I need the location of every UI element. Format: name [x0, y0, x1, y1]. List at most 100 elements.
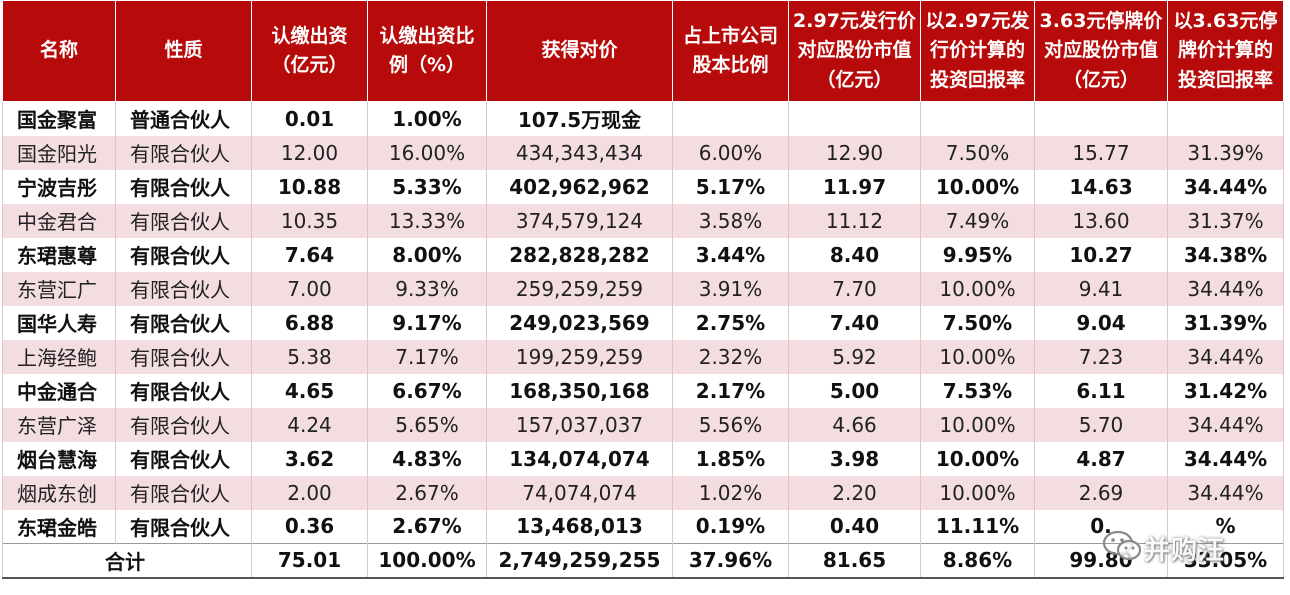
header-line: 牌价计算的 [1177, 39, 1273, 62]
cell-nature: 有限合伙人 [115, 339, 252, 374]
cell-subscribed-capital: 7.64 [251, 237, 368, 272]
cell-mv-363: 2.69 [1034, 475, 1168, 510]
cell-consideration: 249,023,569 [486, 305, 673, 340]
cell-mv-363: 5.70 [1034, 407, 1168, 442]
cell-subscribed-capital: 6.88 [251, 305, 368, 340]
cell-mv-297: 7.40 [788, 305, 921, 340]
cell-share-ratio: 3.91% [672, 271, 789, 306]
header-line: 投资回报率 [1177, 68, 1273, 91]
total-mv-297: 81.65 [788, 543, 921, 579]
cell-mv-363 [1034, 101, 1168, 136]
header-nature: 性质 [115, 0, 252, 102]
header-mv-363: 3.63元停牌价 对应股份市值 （亿元） [1034, 0, 1168, 102]
cell-nature: 普通合伙人 [115, 101, 252, 136]
cell-name: 东珺金皓 [2, 509, 116, 544]
cell-return-363: 34.44% [1167, 169, 1284, 204]
header-line: 对应股份市值 [1043, 39, 1158, 62]
cell-share-ratio: 3.58% [672, 203, 789, 238]
cell-nature: 有限合伙人 [115, 373, 252, 408]
cell-return-363: 31.39% [1167, 135, 1284, 170]
cell-subscribed-capital: 12.00 [251, 135, 368, 170]
table-body: 国金聚富 普通合伙人 0.01 1.00% 107.5万现金 国金阳光 有限合伙人 12.00… [2, 101, 1284, 579]
cell-subscribed-ratio: 4.83% [367, 441, 487, 476]
header-row: 名称 性质 认缴出资 （亿元） 认缴出资比 例（%） 获得对价 占上市公司 股本比例 2.97元发… [2, 0, 1284, 102]
cell-subscribed-capital: 0.01 [251, 101, 368, 136]
header-subscribed-capital: 认缴出资 （亿元） [251, 0, 368, 102]
cell-nature: 有限合伙人 [115, 135, 252, 170]
cell-return-363 [1167, 101, 1284, 136]
cell-subscribed-capital: 7.00 [251, 271, 368, 306]
header-line: 性质 [164, 39, 203, 62]
cell-nature: 有限合伙人 [115, 441, 252, 476]
header-line: 获得对价 [541, 39, 618, 62]
cell-consideration: 74,074,074 [486, 475, 673, 510]
cell-subscribed-ratio: 5.33% [367, 169, 487, 204]
cell-nature: 有限合伙人 [115, 509, 252, 544]
cell-subscribed-ratio: 1.00% [367, 101, 487, 136]
cell-subscribed-ratio: 9.17% [367, 305, 487, 340]
total-return-297: 8.86% [920, 543, 1035, 579]
cell-nature: 有限合伙人 [115, 237, 252, 272]
cell-mv-363: 0. [1034, 509, 1168, 544]
cell-mv-297: 2.20 [788, 475, 921, 510]
cell-subscribed-capital: 5.38 [251, 339, 368, 374]
cell-subscribed-capital: 10.88 [251, 169, 368, 204]
cell-consideration: 107.5万现金 [486, 101, 673, 136]
cell-share-ratio: 6.00% [672, 135, 789, 170]
cell-mv-297: 3.98 [788, 441, 921, 476]
table-row: 国金聚富 普通合伙人 0.01 1.00% 107.5万现金 [2, 101, 1284, 136]
cell-return-297: 9.95% [920, 237, 1035, 272]
cell-consideration: 402,962,962 [486, 169, 673, 204]
cell-nature: 有限合伙人 [115, 169, 252, 204]
header-line: 例（%） [388, 54, 466, 76]
cell-return-297 [920, 101, 1035, 136]
cell-mv-363: 14.63 [1034, 169, 1168, 204]
cell-return-363: 31.42% [1167, 373, 1284, 408]
total-label: 合计 [2, 543, 252, 579]
cell-consideration: 374,579,124 [486, 203, 673, 238]
cell-share-ratio: 3.44% [672, 237, 789, 272]
cell-name: 中金君合 [2, 203, 116, 238]
cell-mv-297: 0.40 [788, 509, 921, 544]
header-line: 认缴出资 [271, 24, 348, 47]
header-line: 投资回报率 [929, 68, 1025, 91]
header-subscribed-ratio: 认缴出资比 例（%） [367, 0, 487, 102]
cell-subscribed-ratio: 16.00% [367, 135, 487, 170]
table-row: 国华人寿 有限合伙人 6.88 9.17% 249,023,569 2.75% 7.40 7.… [2, 305, 1284, 340]
table-row: 东珺金皓 有限合伙人 0.36 2.67% 13,468,013 0.19% 0.40 11.… [2, 509, 1284, 544]
cell-consideration: 157,037,037 [486, 407, 673, 442]
cell-subscribed-capital: 4.24 [251, 407, 368, 442]
cell-mv-297: 5.00 [788, 373, 921, 408]
total-mv-363: 99.80 [1034, 543, 1168, 579]
header-name: 名称 [2, 0, 116, 102]
cell-return-363: % [1167, 509, 1284, 544]
cell-share-ratio: 5.56% [672, 407, 789, 442]
cell-subscribed-ratio: 13.33% [367, 203, 487, 238]
cell-consideration: 134,074,074 [486, 441, 673, 476]
cell-nature: 有限合伙人 [115, 475, 252, 510]
cell-mv-297: 11.97 [788, 169, 921, 204]
cell-share-ratio [672, 101, 789, 136]
cell-mv-297: 12.90 [788, 135, 921, 170]
cell-name: 烟台慧海 [2, 441, 116, 476]
cell-name: 上海经鲍 [2, 339, 116, 374]
cell-return-297: 10.00% [920, 441, 1035, 476]
cell-name: 国华人寿 [2, 305, 116, 340]
cell-return-363: 34.44% [1167, 339, 1284, 374]
header-line: 3.63元停牌价 [1039, 9, 1163, 32]
cell-name: 东珺惠尊 [2, 237, 116, 272]
header-line: 名称 [39, 39, 78, 62]
cell-subscribed-ratio: 8.00% [367, 237, 487, 272]
cell-share-ratio: 1.85% [672, 441, 789, 476]
cell-share-ratio: 1.02% [672, 475, 789, 510]
cell-consideration: 434,343,434 [486, 135, 673, 170]
cell-return-297: 10.00% [920, 339, 1035, 374]
cell-return-297: 10.00% [920, 271, 1035, 306]
table-row: 中金通合 有限合伙人 4.65 6.67% 168,350,168 2.17% 5.00 7.… [2, 373, 1284, 408]
table-row: 东珺惠尊 有限合伙人 7.64 8.00% 282,828,282 3.44% 8.40 9.… [2, 237, 1284, 272]
cell-return-297: 11.11% [920, 509, 1035, 544]
cell-return-363: 31.37% [1167, 203, 1284, 238]
cell-nature: 有限合伙人 [115, 407, 252, 442]
total-return-363: 33.05% [1167, 543, 1284, 579]
